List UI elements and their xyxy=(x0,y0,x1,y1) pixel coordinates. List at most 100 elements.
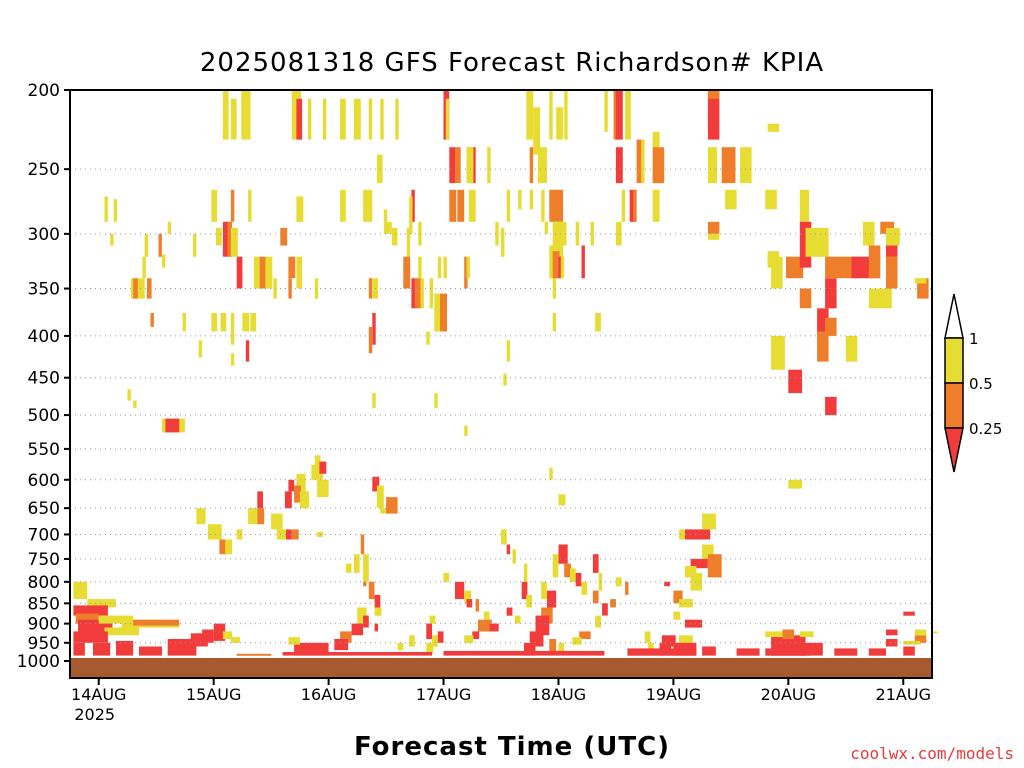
richardson-cell xyxy=(353,98,361,140)
richardson-cell xyxy=(317,479,329,498)
richardson-cell xyxy=(230,189,235,222)
richardson-cell xyxy=(464,635,474,643)
richardson-cell xyxy=(466,256,470,279)
richardson-cell xyxy=(372,313,376,345)
richardson-cell xyxy=(150,313,154,327)
y-tick-label: 250 xyxy=(28,160,60,180)
richardson-cell xyxy=(87,599,116,608)
richardson-cell xyxy=(592,590,599,604)
richardson-cell xyxy=(592,554,599,573)
richardson-cell xyxy=(147,278,152,299)
legend-swatch-0.5-1 xyxy=(944,337,964,384)
richardson-cell xyxy=(144,233,149,257)
richardson-cell xyxy=(529,189,534,210)
richardson-cell xyxy=(372,393,376,408)
richardson-cell xyxy=(397,642,404,651)
richardson-cell xyxy=(250,313,257,332)
richardson-cell xyxy=(558,642,565,654)
richardson-cell xyxy=(455,581,465,600)
richardson-cell xyxy=(288,256,296,279)
richardson-cell xyxy=(351,623,364,636)
richardson-cell xyxy=(449,147,457,184)
richardson-cell xyxy=(116,640,134,656)
richardson-cell xyxy=(581,245,585,279)
richardson-cell xyxy=(765,631,789,638)
richardson-cell xyxy=(560,256,565,279)
richardson-cell xyxy=(684,529,711,540)
richardson-cell xyxy=(307,98,312,140)
y-tick-label: 650 xyxy=(28,499,60,519)
richardson-cell xyxy=(845,335,858,362)
richardson-cell xyxy=(443,256,447,279)
richardson-cell xyxy=(319,461,327,474)
richardson-cell xyxy=(437,256,442,279)
richardson-cell xyxy=(595,313,601,332)
richardson-cell xyxy=(198,340,203,358)
richardson-cell xyxy=(914,635,927,643)
richardson-cell xyxy=(242,313,250,332)
richardson-cell xyxy=(652,147,665,184)
y-tick-label: 300 xyxy=(28,225,60,245)
richardson-cell xyxy=(702,513,716,530)
richardson-cell xyxy=(409,196,413,234)
x-tick-label: 18AUG xyxy=(531,685,586,704)
ground-surface xyxy=(70,658,932,678)
richardson-cell xyxy=(547,590,557,608)
richardson-cell xyxy=(707,147,718,184)
y-tick-label: 500 xyxy=(28,406,60,426)
richardson-cell xyxy=(222,90,229,140)
richardson-cell xyxy=(851,256,875,279)
x-axis-label: Forecast Time (UTC) xyxy=(353,732,671,762)
richardson-cell xyxy=(220,313,227,332)
richardson-cell xyxy=(296,196,304,222)
richardson-cell xyxy=(139,646,162,656)
richardson-cell xyxy=(406,227,411,257)
richardson-cell xyxy=(556,107,564,140)
richardson-cell xyxy=(805,227,818,257)
richardson-cell xyxy=(110,233,114,246)
richardson-cell xyxy=(280,227,288,246)
richardson-cell xyxy=(78,619,113,632)
richardson-cell xyxy=(314,278,319,299)
legend-swatch-0.25-0.5 xyxy=(944,382,964,429)
y-tick-label: 600 xyxy=(28,471,60,491)
richardson-cell xyxy=(487,147,491,184)
richardson-cell xyxy=(248,189,252,222)
richardson-cell xyxy=(644,631,651,643)
richardson-cell xyxy=(468,189,476,222)
richardson-cell xyxy=(383,209,388,234)
richardson-cell xyxy=(529,147,534,184)
richardson-cell xyxy=(434,293,440,332)
richardson-cell xyxy=(380,98,384,140)
richardson-cell xyxy=(257,508,265,525)
richardson-cell xyxy=(75,613,99,624)
richardson-cell xyxy=(449,189,457,222)
richardson-cell xyxy=(127,389,131,401)
richardson-cell xyxy=(236,653,272,656)
richardson-cell xyxy=(340,631,352,643)
richardson-cell xyxy=(595,615,601,628)
richardson-cell xyxy=(825,256,860,279)
richardson-cell xyxy=(193,233,197,257)
richardson-cell xyxy=(443,650,605,656)
richardson-cell xyxy=(386,221,392,234)
richardson-cell xyxy=(225,539,233,555)
richardson-cell xyxy=(372,476,380,492)
richardson-cell xyxy=(740,147,752,184)
richardson-cell xyxy=(167,639,197,656)
richardson-cell xyxy=(627,648,697,656)
richardson-cell xyxy=(161,254,166,268)
richardson-cell xyxy=(817,331,829,362)
y-tick-label: 850 xyxy=(28,594,60,614)
richardson-cell xyxy=(799,221,812,268)
richardson-cell xyxy=(868,288,892,309)
richardson-cell xyxy=(917,278,929,299)
richardson-cell xyxy=(376,485,384,509)
richardson-cell xyxy=(182,313,186,332)
richardson-cell xyxy=(558,544,568,564)
richardson-cell xyxy=(284,491,292,509)
richardson-cell xyxy=(248,508,258,525)
richardson-cell xyxy=(886,227,900,246)
richardson-cell xyxy=(506,340,511,362)
source-credit[interactable]: coolwx.com/models xyxy=(850,744,1014,763)
